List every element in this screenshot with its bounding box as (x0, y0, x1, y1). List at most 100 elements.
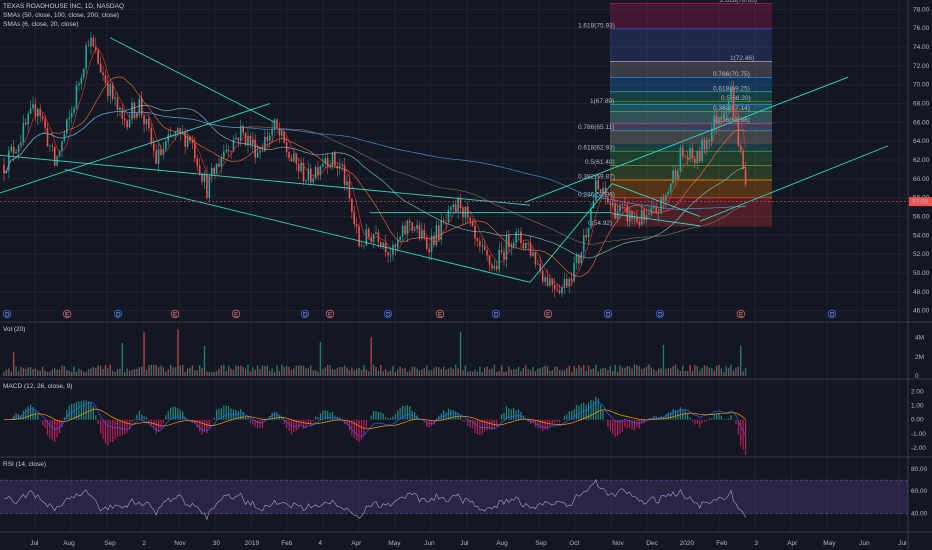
macd-bar (573, 409, 575, 420)
candle-body (230, 151, 232, 152)
macd-bar (488, 419, 491, 430)
macd-bar (546, 419, 549, 431)
time-axis-label: Nov (174, 540, 186, 547)
candle-body (372, 234, 375, 242)
volume-bar (51, 369, 54, 376)
candle-body (396, 240, 399, 248)
macd-bar (242, 411, 244, 420)
volume-bar (380, 365, 382, 376)
volume-bar (595, 364, 597, 376)
volume-bar (353, 370, 355, 376)
macd-bar (597, 398, 599, 420)
event-marker (2, 309, 12, 319)
candle-body (616, 211, 619, 219)
candle-body (495, 265, 498, 270)
volume-bar (46, 371, 49, 376)
volume-bar (312, 370, 314, 376)
macd-bar (327, 410, 329, 420)
event-label: D (830, 312, 835, 319)
macd-bar (464, 419, 466, 422)
candle-body (223, 151, 225, 158)
fib-zone (610, 28, 772, 62)
time-axis-label: 2019 (245, 540, 260, 547)
macd-bar (602, 410, 604, 420)
candle-body (12, 146, 15, 154)
volume-bar (256, 365, 259, 376)
volume-bar (153, 365, 155, 376)
candle-body (198, 165, 201, 175)
macd-bar (365, 419, 367, 428)
candle-body (29, 108, 32, 114)
macd-bar (155, 419, 157, 434)
macd-bar (300, 419, 302, 427)
time-axis-label: May (388, 540, 401, 547)
macd-bar (351, 419, 353, 436)
macd-axis-label: 0.00 (911, 417, 924, 424)
volume-bar (430, 370, 433, 376)
candle-body (626, 204, 629, 222)
macd-bar (513, 407, 515, 420)
volume-bar (223, 364, 225, 376)
volume-bar (604, 367, 607, 376)
macd-bar (537, 419, 539, 429)
candle-body (561, 287, 563, 294)
macd-bar (114, 419, 116, 440)
price-axis-label: 48.00 (913, 289, 930, 296)
macd-bar (17, 414, 20, 420)
volume-bar (184, 372, 186, 376)
macd-bar (735, 419, 737, 425)
macd-bar (542, 419, 544, 432)
event-marker (543, 309, 553, 319)
candle-body (624, 204, 626, 205)
time-axis-label: Jul (898, 540, 907, 547)
volume-bar (455, 364, 457, 376)
candle-body (264, 136, 266, 152)
macd-bar (505, 406, 508, 420)
time-axis-label: Jun (859, 540, 870, 547)
volume-bar (607, 370, 609, 376)
candle-body (442, 220, 445, 222)
time-axis-label: Dec (646, 540, 658, 547)
volume-bar (206, 371, 208, 376)
candle-body (727, 100, 730, 111)
macd-bar (713, 413, 715, 420)
candle-body (201, 174, 203, 182)
fib-label: 2.618(78.63) (720, 0, 757, 4)
candle-body (80, 77, 83, 84)
macd-bar (372, 411, 375, 420)
volume-bar (201, 368, 203, 376)
macd-bar (58, 419, 61, 434)
candle-body (53, 146, 56, 166)
macd-bar (527, 419, 529, 422)
candle-body (544, 277, 546, 282)
fib-label: 0.786(65.11) (578, 124, 614, 131)
volume-bar (740, 345, 742, 376)
macd-bar (621, 419, 623, 432)
event-marker (383, 309, 393, 319)
event-label: E (739, 312, 744, 319)
volume-bar (583, 364, 585, 376)
volume-bar (220, 365, 223, 376)
volume-bar (641, 369, 643, 376)
candle-body (568, 278, 571, 287)
volume-bar (119, 369, 121, 376)
macd-bar (474, 419, 476, 433)
macd-bar (61, 419, 63, 428)
macd-bar (102, 419, 104, 440)
macd-bar (715, 414, 718, 420)
macd-bar (273, 411, 276, 420)
volume-bar (471, 371, 474, 376)
candle-body (585, 234, 587, 238)
macd-bar (711, 418, 713, 420)
candle-body (387, 252, 389, 256)
macd-bar (302, 419, 305, 429)
candle-body (329, 166, 331, 168)
candle-body (167, 134, 170, 142)
candle-body (249, 135, 252, 145)
volume-bar (22, 368, 25, 376)
time-axis-label: Jul (460, 540, 469, 547)
volume-bar (428, 370, 430, 376)
volume-bar (476, 371, 479, 376)
macd-bar (78, 401, 80, 420)
